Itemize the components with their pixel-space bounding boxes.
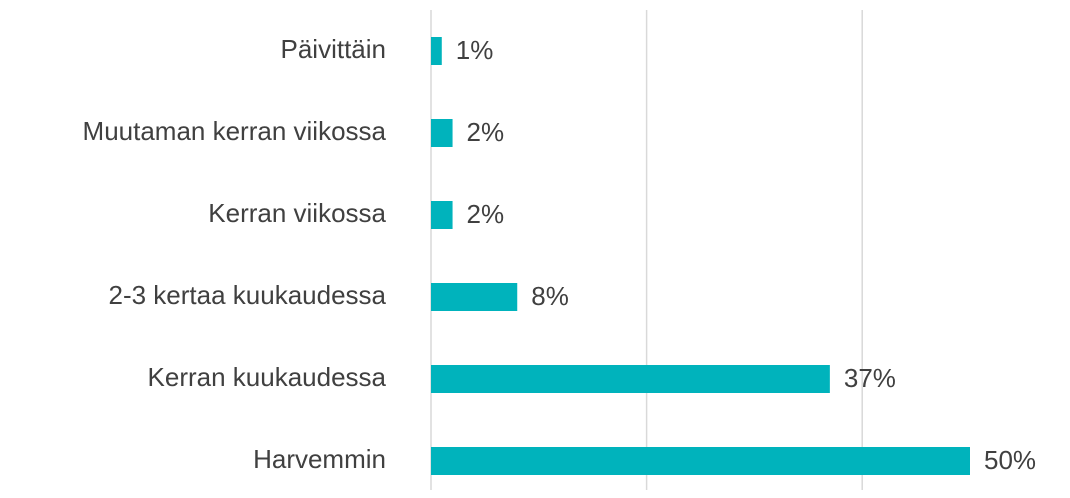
bar xyxy=(431,37,442,65)
data-label: 1% xyxy=(456,35,494,65)
category-label: Harvemmin xyxy=(253,444,386,474)
category-label: 2-3 kertaa kuukaudessa xyxy=(108,280,386,310)
category-label: Muutaman kerran viikossa xyxy=(83,116,387,146)
category-label: Kerran kuukaudessa xyxy=(148,362,387,392)
data-label: 8% xyxy=(531,281,569,311)
data-label: 2% xyxy=(467,117,505,147)
bar xyxy=(431,447,970,475)
bar xyxy=(431,283,518,311)
bar xyxy=(431,119,453,147)
bar xyxy=(431,201,453,229)
data-label: 50% xyxy=(984,445,1036,475)
category-label: Kerran viikossa xyxy=(208,198,386,228)
bar xyxy=(431,365,830,393)
category-label: Päivittäin xyxy=(281,34,387,64)
data-label: 37% xyxy=(844,363,896,393)
data-label: 2% xyxy=(467,199,505,229)
